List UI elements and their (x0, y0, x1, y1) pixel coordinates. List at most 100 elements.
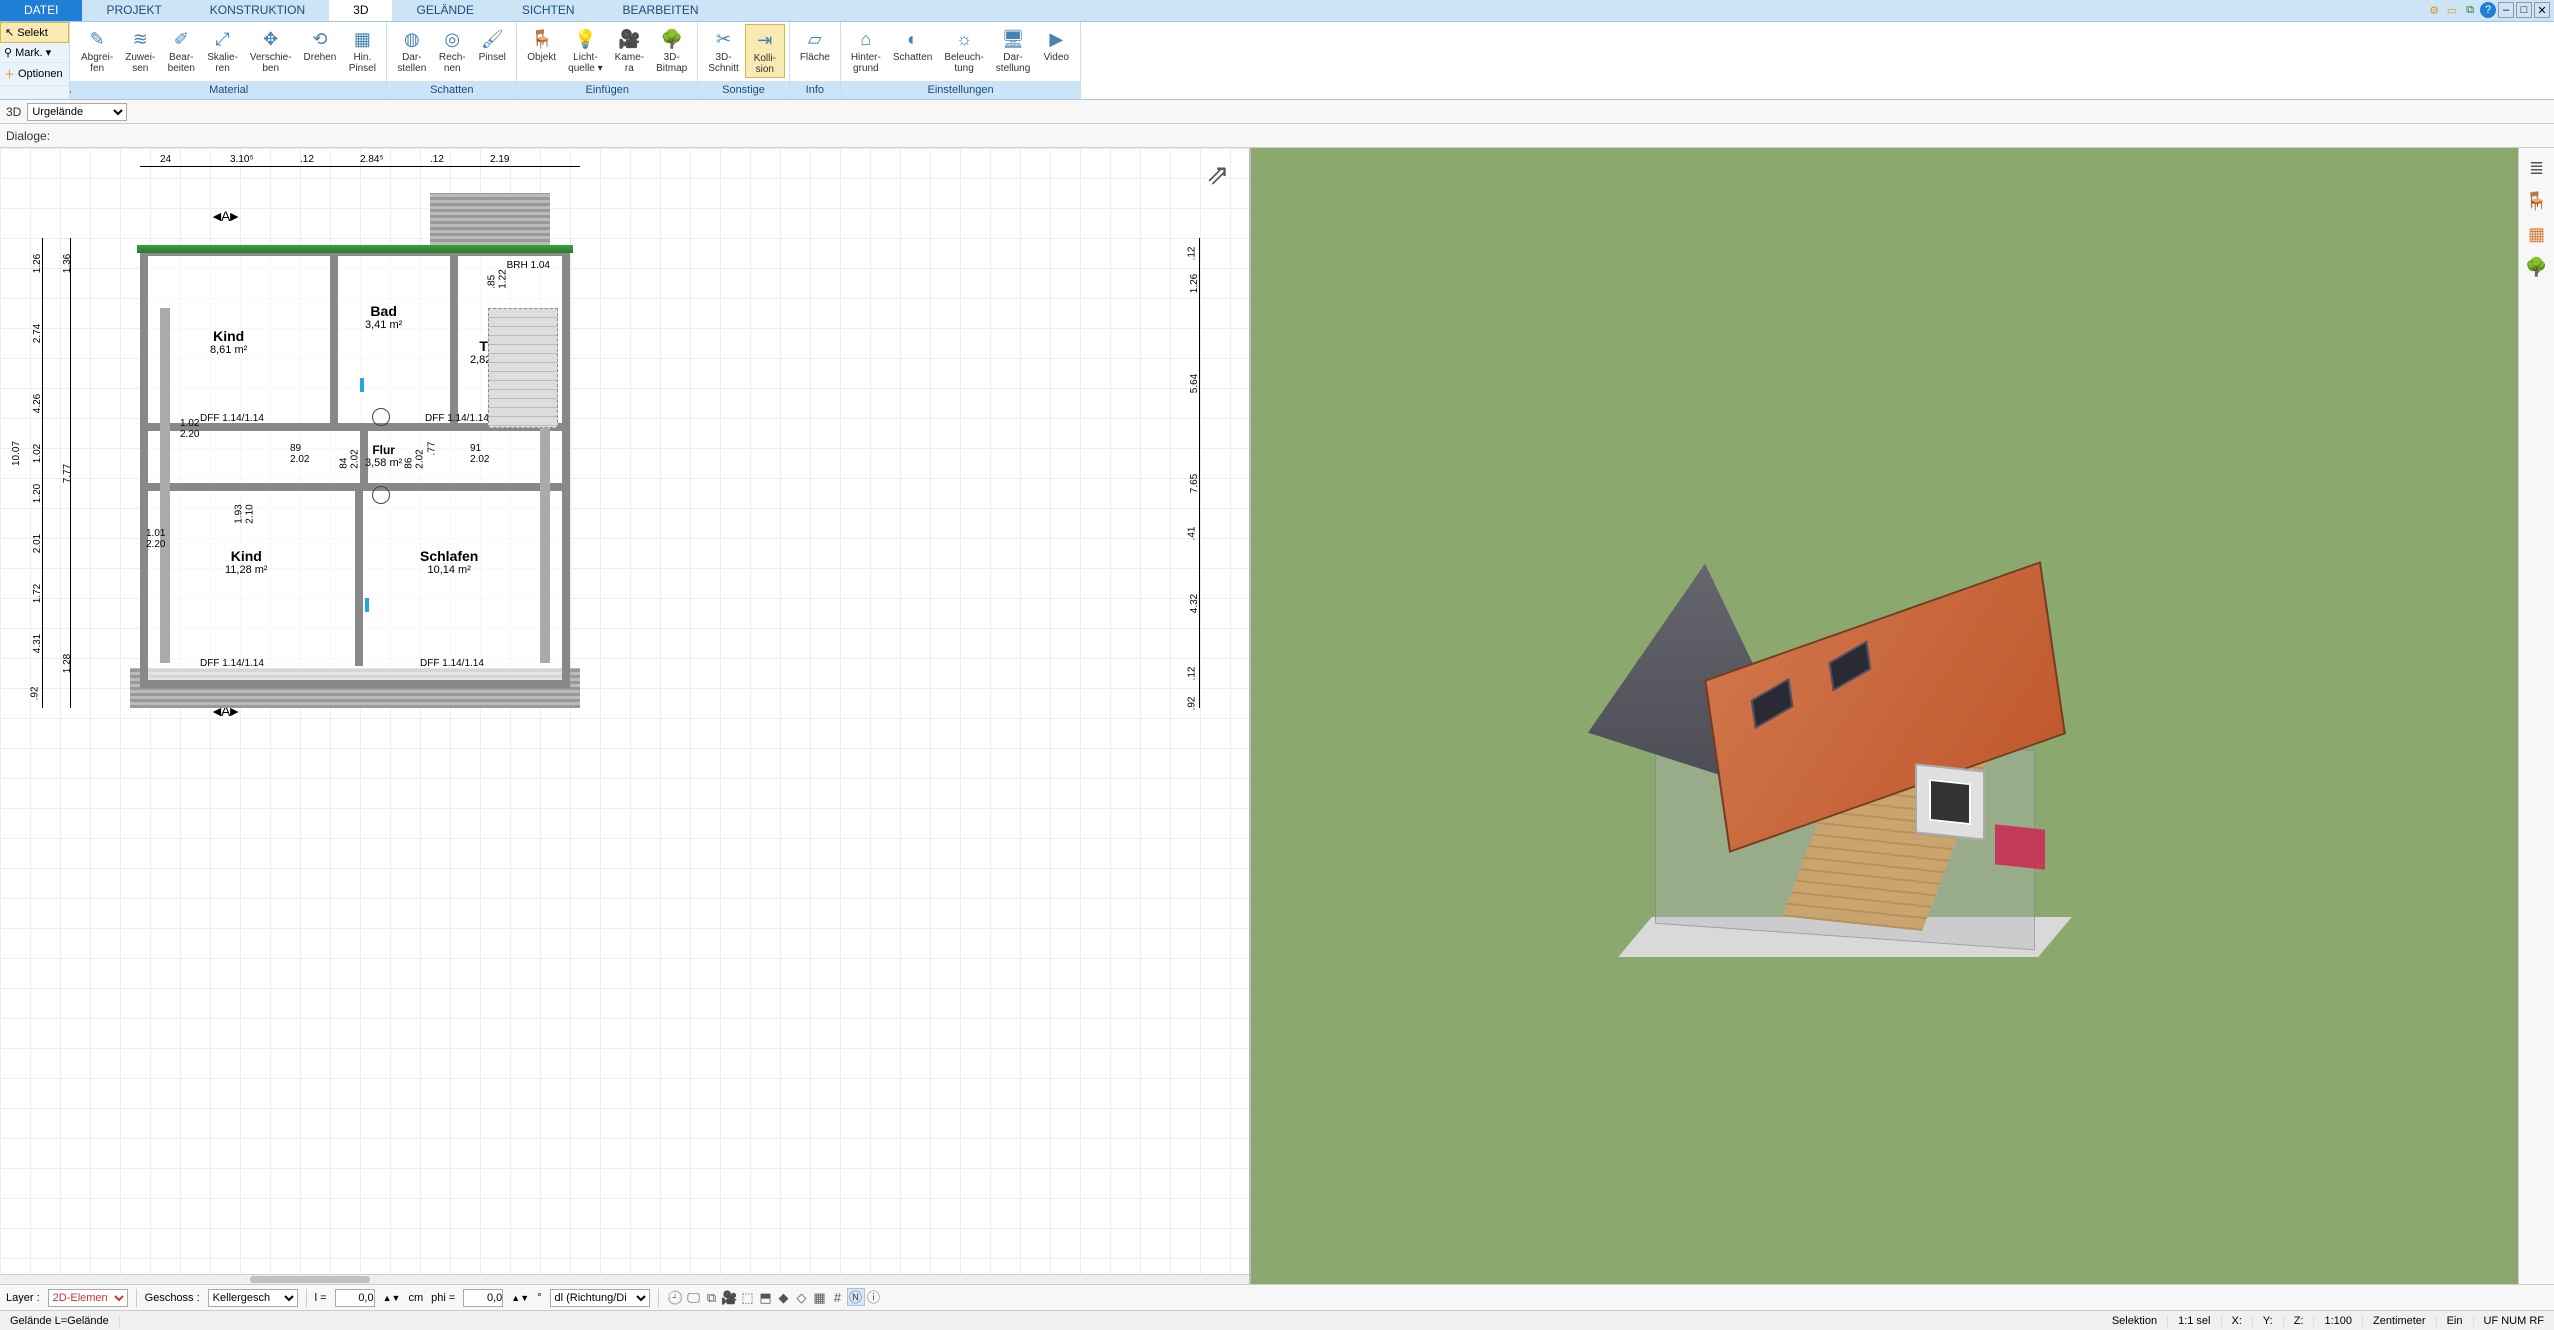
dl-select[interactable]: dl (Richtung/Di (550, 1289, 650, 1307)
workspace: ⇗ 24 3.10⁵ .12 2.84⁵ .12 2.19 ◄ A ► ◄ A … (0, 148, 2554, 1284)
view-3d[interactable] (1251, 148, 2518, 1284)
marker-cyan (365, 598, 369, 612)
room-flur: Flur3,58 m² (365, 443, 402, 469)
view-toggle-icon[interactable]: 🖵 (685, 1289, 703, 1307)
view-toggle-icon[interactable]: 🎥 (721, 1289, 739, 1307)
view-toggle-icon[interactable]: ⓘ (865, 1288, 883, 1306)
dim-r4: .41 (1187, 527, 1198, 541)
length-input[interactable] (335, 1289, 375, 1307)
ribbon-icon: ◎ (439, 26, 465, 52)
ribbon-icon: ⤢ (210, 26, 236, 52)
right-tool-dock: ≣ 🪑 ▦ 🌳 (2518, 148, 2554, 1284)
materials-icon[interactable]: ▦ (2528, 224, 2545, 245)
hscrollbar-2d[interactable] (0, 1274, 1249, 1284)
tab-sichten[interactable]: SICHTEN (498, 0, 599, 21)
marker-cyan (360, 378, 364, 392)
ribbon-icon: ✂ (711, 26, 737, 52)
plants-icon[interactable]: 🌳 (2525, 257, 2547, 278)
dim-top-6: 2.19 (490, 154, 509, 165)
ribbon-icon: ◐ (900, 26, 926, 52)
furniture-icon[interactable]: 🪑 (2525, 191, 2547, 212)
view-toggle-icon[interactable]: ⧉ (703, 1289, 721, 1307)
group-einfuegen: Einfügen (517, 81, 697, 99)
help-icon[interactable]: ? (2480, 2, 2496, 18)
ribbon-abgreifen-button[interactable]: ✎Abgrei- fen (75, 24, 119, 76)
dialogs-bar: Dialoge: (0, 124, 2554, 148)
layers-icon[interactable]: ≣ (2529, 158, 2544, 179)
ribbon-video-button[interactable]: ▶Video (1036, 24, 1076, 65)
view-toggle-icon[interactable]: ⬚ (739, 1289, 757, 1307)
view-toggle-icon[interactable]: 🕘 (667, 1289, 685, 1307)
ribbon-skalieren-button[interactable]: ⤢Skalie- ren (201, 24, 244, 76)
main-menu-bar: DATEI PROJEKT KONSTRUKTION 3D GELÄNDE SI… (0, 0, 2554, 22)
ribbon-pinsel-button[interactable]: 🖌Pinsel (472, 24, 512, 65)
ribbon-dschnitt-button[interactable]: ✂3D- Schnitt (702, 24, 745, 76)
spinner-icon[interactable]: ▲▼ (511, 1293, 529, 1303)
bottom-toolbar: Layer : 2D-Elemen Geschoss : Kellergesch… (0, 1284, 2554, 1310)
ribbon-dbitmap-button[interactable]: 🌳3D- Bitmap (650, 24, 693, 76)
tab-bearbeiten[interactable]: BEARBEITEN (599, 0, 723, 21)
ribbon-beleuchtung-button[interactable]: ☼Beleuch- tung (938, 24, 989, 76)
dim-top-2: 3.10⁵ (230, 154, 254, 165)
ribbon-schatten-button[interactable]: ◐Schatten (887, 24, 938, 65)
phi-unit: ° (537, 1292, 541, 1304)
view-toggle-icon[interactable]: ◇ (793, 1289, 811, 1307)
window-icon[interactable]: ▭ (2444, 2, 2460, 18)
anno-d8: .85 1.22 (487, 269, 509, 288)
cascade-icon[interactable]: ⧉ (2462, 2, 2478, 18)
optionen-button[interactable]: ＋Optionen (0, 63, 69, 86)
ribbon-verschieben-button[interactable]: ✥Verschie- ben (244, 24, 298, 76)
mark-button[interactable]: ⚲Mark.▾ (0, 43, 69, 63)
group-sonstige: Sonstige (698, 81, 789, 99)
floorplan-2d-view[interactable]: ⇗ 24 3.10⁵ .12 2.84⁵ .12 2.19 ◄ A ► ◄ A … (0, 148, 1251, 1284)
dim-overall-height: 10.07 (11, 441, 22, 466)
ribbon-kollision-button[interactable]: ⇥Kolli- sion (745, 24, 785, 78)
ribbon-rechnen-button[interactable]: ◎Rech- nen (432, 24, 472, 76)
ribbon-zuweisen-button[interactable]: ≋Zuwei- sen (119, 24, 161, 76)
room-schlafen: Schlafen10,14 m² (420, 548, 478, 576)
ribbon-icon: ⟲ (307, 26, 333, 52)
length-unit: cm (408, 1292, 423, 1304)
tab-projekt[interactable]: PROJEKT (82, 0, 185, 21)
anno-d7: 1.01 2.20 (146, 528, 165, 550)
tools-icon[interactable]: ⚙ (2426, 2, 2442, 18)
ribbon-drehen-button[interactable]: ⟲Drehen (298, 24, 343, 65)
dim-l6: 2.01 (32, 534, 43, 553)
view-toggle-icon[interactable]: # (829, 1289, 847, 1307)
ribbon-objekt-button[interactable]: 🪑Objekt (521, 24, 562, 65)
ribbon-darstellen-button[interactable]: ◍Dar- stellen (391, 24, 432, 76)
minimize-icon[interactable]: – (2498, 2, 2514, 18)
view-toggle-icon[interactable]: ▦ (811, 1289, 829, 1307)
view-toggle-icon[interactable]: ◆ (775, 1289, 793, 1307)
ribbon-bearbeiten-button[interactable]: ✐Bear- beiten (161, 24, 201, 76)
status-scale: 1:100 (2314, 1315, 2363, 1327)
anno-d3: 84 2.02 (339, 449, 361, 468)
ribbon-lichtquelle-button[interactable]: 💡Licht- quelle ▾ (562, 24, 609, 76)
geschoss-label: Geschoss : (145, 1292, 200, 1304)
maximize-icon[interactable]: □ (2516, 2, 2532, 18)
anno-brh: BRH 1.04 (507, 260, 550, 271)
view-toggle-icon[interactable]: Ⓝ (847, 1288, 865, 1306)
ribbon-flche-button[interactable]: ▱Fläche (794, 24, 836, 65)
tab-konstruktion[interactable]: KONSTRUKTION (186, 0, 329, 21)
dim-l2a: 1.36 (62, 254, 73, 273)
selekt-button[interactable]: ↖Selekt (0, 22, 69, 43)
tab-3d[interactable]: 3D (329, 0, 392, 21)
spinner-icon[interactable]: ▲▼ (383, 1293, 401, 1303)
dim-l3: 4.26 (32, 394, 43, 413)
layer-select[interactable]: 2D-Elemen (48, 1289, 128, 1307)
dim-r2: 5.64 (1190, 374, 1201, 393)
ribbon-hinpinsel-button[interactable]: ▦Hin. Pinsel (342, 24, 382, 76)
ribbon-kamera-button[interactable]: 🎥Kame- ra (609, 24, 650, 76)
terrain-select[interactable]: Urgelände (27, 103, 127, 121)
phi-input[interactable] (463, 1289, 503, 1307)
geschoss-select[interactable]: Kellergesch (208, 1289, 298, 1307)
dim-l2: 2.74 (32, 324, 43, 343)
tab-datei[interactable]: DATEI (0, 0, 82, 21)
close-icon[interactable]: ✕ (2534, 2, 2550, 18)
ribbon-hintergrund-button[interactable]: ⌂Hinter- grund (845, 24, 887, 76)
ribbon-darstellung-button[interactable]: 🖥Dar- stellung (990, 24, 1036, 76)
dim-l9: .92 (29, 687, 40, 701)
tab-gelaende[interactable]: GELÄNDE (392, 0, 497, 21)
view-toggle-icon[interactable]: ⬒ (757, 1289, 775, 1307)
